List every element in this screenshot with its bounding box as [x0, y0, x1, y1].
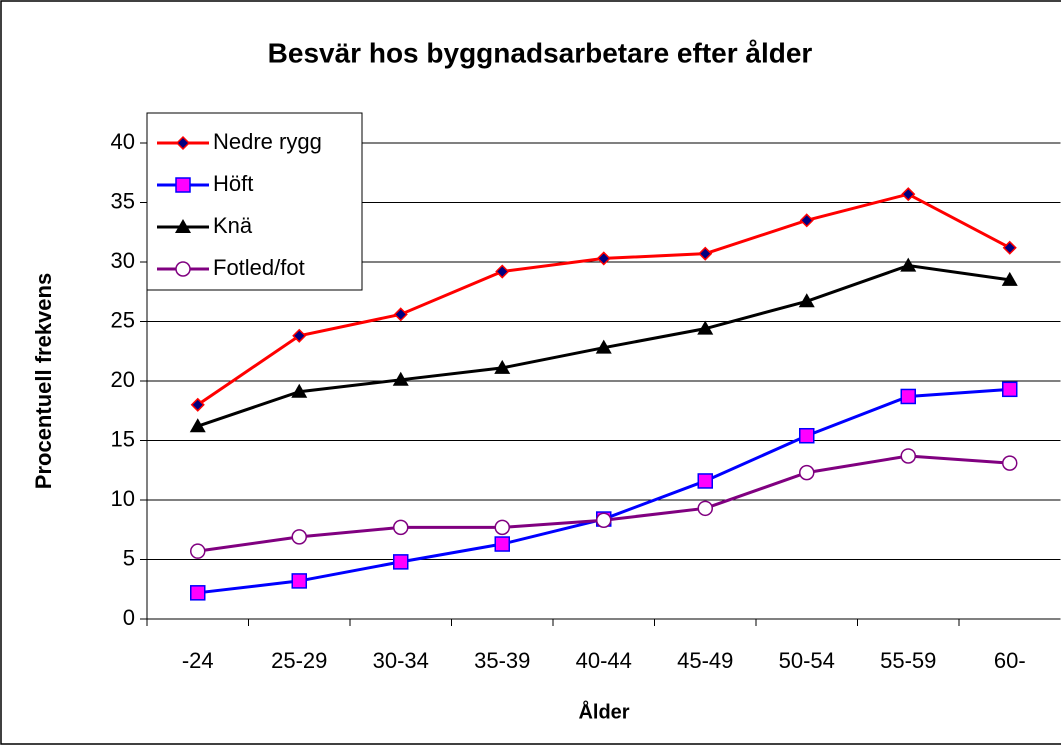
marker	[291, 529, 307, 545]
marker	[393, 519, 409, 536]
x-tick-label: 30-34	[373, 648, 429, 673]
marker	[596, 251, 611, 266]
marker	[798, 293, 815, 308]
y-tick-label: 0	[123, 605, 135, 630]
marker	[189, 418, 206, 433]
marker	[190, 543, 206, 559]
marker	[175, 177, 191, 193]
legend-label: Fotled/fot	[213, 255, 305, 280]
marker	[799, 213, 814, 228]
marker	[799, 427, 815, 444]
x-tick-label: 35-39	[474, 648, 530, 673]
x-tick-label: 60-	[994, 648, 1026, 673]
y-tick-label: 40	[111, 129, 135, 154]
marker	[900, 257, 917, 272]
marker	[494, 536, 510, 552]
y-tick-label: 25	[111, 307, 135, 332]
y-tick-label: 20	[111, 367, 135, 392]
marker	[292, 328, 307, 343]
y-tick-label: 35	[111, 188, 135, 213]
marker	[175, 135, 191, 151]
y-tick-label: 15	[111, 426, 135, 451]
marker	[596, 512, 612, 528]
marker	[392, 371, 409, 386]
marker	[595, 339, 612, 354]
marker	[698, 246, 713, 261]
y-axis-label: Procentuell frekvens	[31, 273, 56, 489]
y-tick-label: 10	[111, 486, 135, 511]
legend: Nedre rygg Höft Knä Fotled/fot	[146, 112, 363, 291]
x-tick-label: 50-54	[779, 648, 835, 673]
marker	[494, 359, 511, 374]
marker	[697, 320, 714, 335]
x-axis-label: Ålder	[578, 699, 629, 723]
marker	[799, 464, 815, 481]
marker	[1002, 455, 1018, 471]
x-tick-label: 45-49	[677, 648, 733, 673]
y-tick-label: 5	[123, 545, 135, 570]
marker	[175, 261, 191, 277]
legend-label: Knä	[213, 213, 253, 238]
marker	[494, 519, 510, 536]
legend-label: Nedre rygg	[213, 129, 322, 154]
marker	[175, 219, 191, 233]
marker	[1002, 381, 1018, 398]
marker	[697, 500, 713, 517]
marker	[901, 187, 916, 202]
x-tick-label: 55-59	[880, 648, 936, 673]
marker	[190, 585, 206, 601]
marker	[291, 383, 308, 398]
y-tick-label: 30	[111, 248, 135, 273]
marker	[697, 473, 713, 489]
marker	[900, 388, 916, 405]
marker	[393, 307, 408, 322]
x-tick-label: -24	[182, 648, 214, 673]
x-tick-label: 40-44	[576, 648, 632, 673]
marker	[1002, 240, 1017, 255]
marker	[900, 448, 916, 464]
marker	[291, 573, 307, 589]
marker	[1001, 271, 1018, 286]
marker	[495, 264, 510, 279]
chart-title: Besvär hos byggnadsarbetare efter ålder	[268, 37, 813, 68]
legend-label: Höft	[213, 171, 253, 196]
marker	[190, 397, 205, 412]
marker	[393, 554, 409, 570]
x-tick-label: 25-29	[271, 648, 327, 673]
